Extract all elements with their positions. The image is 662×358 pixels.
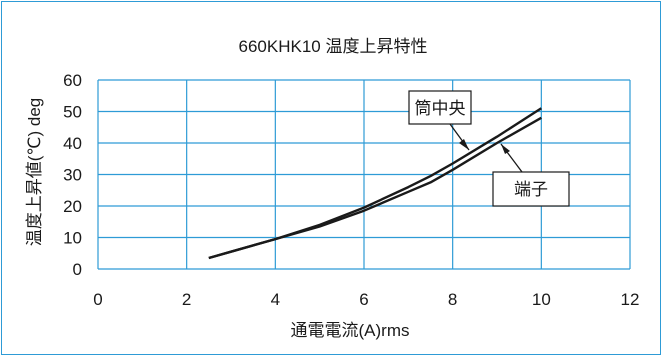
y-tick-label-4: 40 [63,134,82,153]
legend-label-1: 筒中央 [415,99,466,118]
legend-callout-tsutsu-chuou: 筒中央 [408,90,472,151]
x-tick-label-4: 8 [448,290,457,309]
x-tick-label-1: 2 [182,290,191,309]
x-tick-labels: 0 2 4 6 8 10 12 [93,290,639,309]
y-tick-label-0: 0 [73,260,82,279]
legend-box-1 [408,90,472,125]
y-tick-label-2: 20 [63,197,82,216]
legend-arrowhead-1 [459,139,469,150]
y-axis-label: 温度上昇値(℃) deg [25,98,44,247]
series-line-1 [208,116,542,260]
y-tick-label-5: 50 [63,103,82,122]
x-tick-label-3: 6 [359,290,368,309]
x-tick-label-2: 4 [271,290,280,309]
x-axis-label: 通電電流(A)rms [291,321,410,340]
legend-box-2 [492,171,570,207]
series-lines [208,107,542,260]
legend-arrowhead-2 [501,144,510,154]
x-tick-label-0: 0 [93,290,102,309]
chart-title: 660KHK10 温度上昇特性 [239,37,428,56]
y-tick-label-6: 60 [63,71,82,90]
y-tick-label-3: 30 [63,166,82,185]
x-tick-label-5: 10 [532,290,551,309]
series-line-0 [208,107,542,260]
legend-callout-tanshi: 端子 [492,143,570,207]
legend-label-2: 端子 [514,180,548,199]
y-tick-label-1: 10 [63,229,82,248]
y-tick-labels: 0 10 20 30 40 50 60 [63,71,82,279]
x-tick-label-6: 12 [621,290,640,309]
